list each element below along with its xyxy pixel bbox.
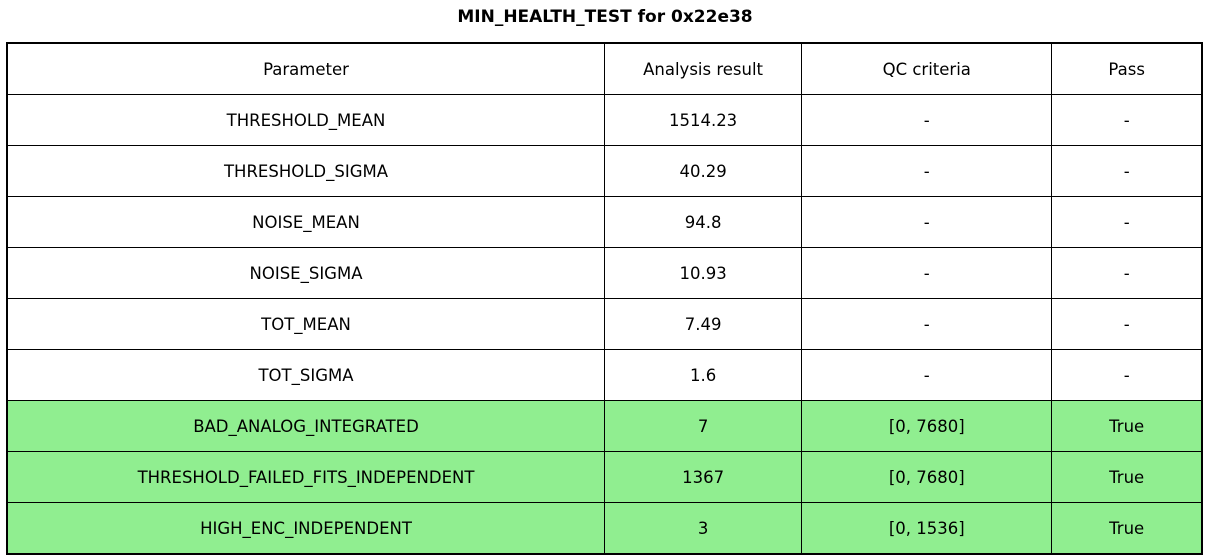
cell-parameter: HIGH_ENC_INDEPENDENT bbox=[6, 502, 605, 555]
cell-analysis-result: 40.29 bbox=[603, 145, 803, 197]
cell-parameter: THRESHOLD_SIGMA bbox=[6, 145, 605, 197]
cell-pass: - bbox=[1051, 145, 1203, 197]
cell-pass: - bbox=[1051, 196, 1203, 248]
table-row-passed: HIGH_ENC_INDEPENDENT 3 [0, 1536] True bbox=[6, 502, 1203, 555]
table-row: THRESHOLD_SIGMA 40.29 - - bbox=[6, 145, 1203, 197]
cell-pass: True bbox=[1051, 502, 1203, 555]
header-row: Parameter Analysis result QC criteria Pa… bbox=[6, 42, 1203, 95]
column-header-analysis-result: Analysis result bbox=[603, 42, 803, 95]
cell-qc-criteria: [0, 7680] bbox=[801, 400, 1053, 452]
cell-pass: - bbox=[1051, 349, 1203, 401]
cell-parameter: NOISE_MEAN bbox=[6, 196, 605, 248]
cell-analysis-result: 10.93 bbox=[603, 247, 803, 299]
table-row-passed: BAD_ANALOG_INTEGRATED 7 [0, 7680] True bbox=[6, 400, 1203, 452]
cell-parameter: THRESHOLD_FAILED_FITS_INDEPENDENT bbox=[6, 451, 605, 503]
column-header-parameter: Parameter bbox=[6, 42, 605, 95]
table-row: THRESHOLD_MEAN 1514.23 - - bbox=[6, 94, 1203, 146]
cell-analysis-result: 1367 bbox=[603, 451, 803, 503]
cell-parameter: TOT_MEAN bbox=[6, 298, 605, 350]
cell-analysis-result: 7 bbox=[603, 400, 803, 452]
cell-pass: True bbox=[1051, 400, 1203, 452]
cell-qc-criteria: - bbox=[801, 298, 1053, 350]
page-title: MIN_HEALTH_TEST for 0x22e38 bbox=[457, 7, 753, 27]
table-row: NOISE_SIGMA 10.93 - - bbox=[6, 247, 1203, 299]
cell-qc-criteria: - bbox=[801, 349, 1053, 401]
cell-qc-criteria: - bbox=[801, 247, 1053, 299]
cell-analysis-result: 3 bbox=[603, 502, 803, 555]
cell-parameter: THRESHOLD_MEAN bbox=[6, 94, 605, 146]
table-row: TOT_MEAN 7.49 - - bbox=[6, 298, 1203, 350]
cell-analysis-result: 1514.23 bbox=[603, 94, 803, 146]
column-header-pass: Pass bbox=[1051, 42, 1203, 95]
table-row: NOISE_MEAN 94.8 - - bbox=[6, 196, 1203, 248]
cell-pass: - bbox=[1051, 298, 1203, 350]
cell-qc-criteria: [0, 7680] bbox=[801, 451, 1053, 503]
table-row: TOT_SIGMA 1.6 - - bbox=[6, 349, 1203, 401]
cell-analysis-result: 1.6 bbox=[603, 349, 803, 401]
cell-pass: - bbox=[1051, 247, 1203, 299]
health-test-table: Parameter Analysis result QC criteria Pa… bbox=[6, 42, 1203, 555]
table-row-passed: THRESHOLD_FAILED_FITS_INDEPENDENT 1367 [… bbox=[6, 451, 1203, 503]
cell-pass: True bbox=[1051, 451, 1203, 503]
cell-parameter: BAD_ANALOG_INTEGRATED bbox=[6, 400, 605, 452]
cell-qc-criteria: [0, 1536] bbox=[801, 502, 1053, 555]
column-header-qc-criteria: QC criteria bbox=[801, 42, 1053, 95]
cell-parameter: NOISE_SIGMA bbox=[6, 247, 605, 299]
cell-analysis-result: 94.8 bbox=[603, 196, 803, 248]
cell-parameter: TOT_SIGMA bbox=[6, 349, 605, 401]
cell-pass: - bbox=[1051, 94, 1203, 146]
cell-qc-criteria: - bbox=[801, 145, 1053, 197]
cell-qc-criteria: - bbox=[801, 94, 1053, 146]
cell-analysis-result: 7.49 bbox=[603, 298, 803, 350]
cell-qc-criteria: - bbox=[801, 196, 1053, 248]
